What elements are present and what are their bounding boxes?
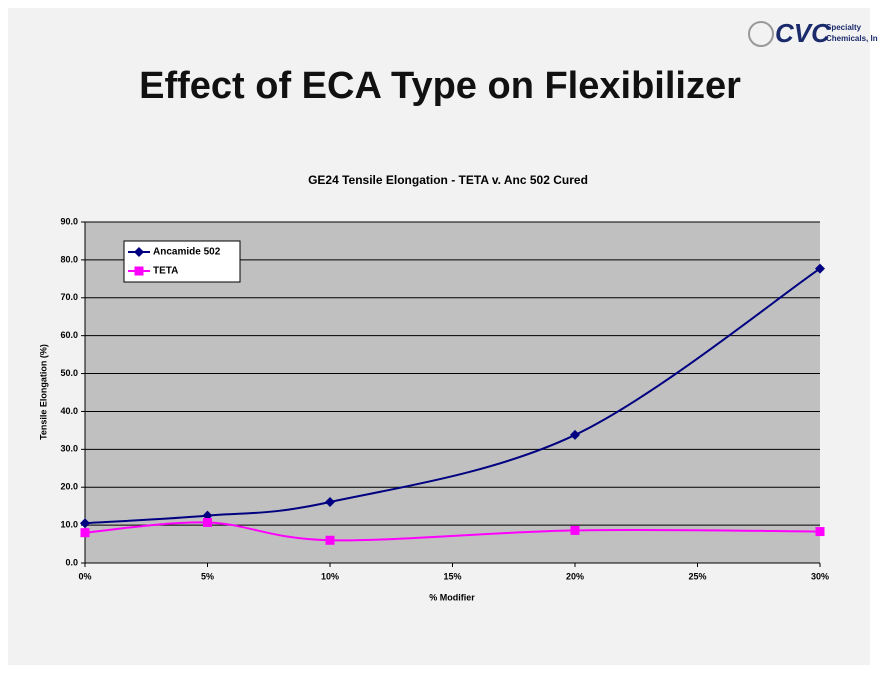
marker [80,518,90,529]
x-tick-label: 20% [566,571,584,581]
legend-marker [134,266,144,276]
marker [570,429,580,440]
x-tick-label: 25% [688,571,706,581]
legend-label: TETA [153,266,178,277]
logo-mark: CVC [775,18,831,48]
x-tick-label: 15% [443,571,461,581]
marker [325,535,335,545]
marker [815,263,825,274]
series-line [84,521,821,542]
logo-text: Chemicals, In [826,34,878,43]
x-tick-label: 30% [811,571,829,581]
marker [570,525,580,535]
marker [325,496,335,507]
y-tick-label: 60.0 [60,330,78,340]
y-tick-label: 10.0 [60,519,78,529]
series-line [84,267,821,525]
y-tick-label: 90.0 [60,216,78,226]
legend-marker [134,247,144,257]
y-tick-label: 0.0 [65,557,78,567]
marker [80,528,90,538]
slide-title: Effect of ECA Type on Flexibilizer [139,65,741,107]
x-tick-label: 0% [78,571,91,581]
y-axis-label: Tensile Elongation (%) [38,344,48,440]
y-tick-label: 20.0 [60,482,78,492]
y-tick-label: 30.0 [60,444,78,454]
y-tick-label: 50.0 [60,368,78,378]
y-tick-label: 40.0 [60,406,78,416]
logo-text: Specialty [826,23,862,32]
x-axis-label: % Modifier [429,592,475,602]
y-tick-label: 80.0 [60,254,78,264]
chart-title: GE24 Tensile Elongation - TETA v. Anc 50… [308,173,588,187]
x-tick-label: 5% [201,571,214,581]
marker [203,517,212,527]
legend-label: Ancamide 502 [153,247,221,258]
logo-icon [748,21,774,47]
marker [815,527,825,537]
x-tick-label: 10% [321,571,339,581]
y-tick-label: 70.0 [60,292,78,302]
